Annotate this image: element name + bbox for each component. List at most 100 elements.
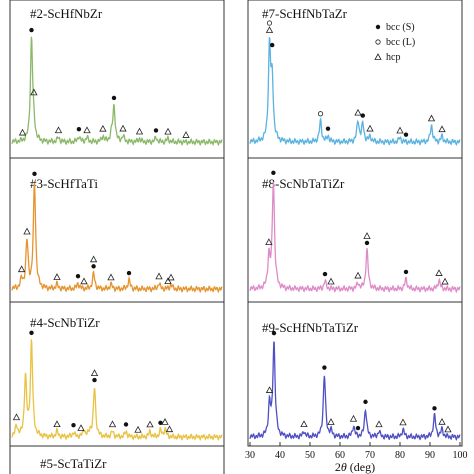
panel-frame (9, 445, 225, 474)
hcp-marker (161, 418, 169, 425)
panel-5: #8-ScNbTaTiZr (247, 157, 463, 303)
legend-entry: bcc (S) (375, 22, 415, 33)
panel-title: #2-ScHfNbZr (30, 6, 103, 21)
series-line (249, 341, 461, 441)
legend-label: bcc (L) (386, 37, 415, 48)
legend-hcp-symbol (374, 53, 382, 60)
bcc-s-marker (29, 330, 34, 336)
legend-entry: hcp (374, 52, 400, 63)
hcp-marker (327, 418, 335, 425)
bcc-s-marker (111, 95, 117, 101)
panel-frame (247, 301, 463, 447)
series-line (11, 339, 223, 442)
series-line (249, 37, 461, 146)
bcc-s-marker (153, 128, 159, 133)
hcp-marker (17, 265, 26, 273)
panel-1: #2-ScHfNbZr (9, 0, 225, 159)
hcp-marker (18, 128, 27, 136)
bcc-s-marker (355, 425, 361, 431)
bcc-s-marker (325, 126, 331, 131)
x-tick-label: 40 (275, 450, 285, 461)
bcc-s-marker (92, 377, 97, 383)
series-line (249, 181, 461, 294)
hcp-marker (399, 418, 407, 426)
hcp-marker (375, 420, 383, 428)
bcc-s-marker (360, 113, 365, 118)
hcp-marker (165, 425, 174, 433)
hcp-marker (77, 424, 85, 431)
panel-title: #7-ScHfNbTaZr (262, 6, 348, 21)
x-axis-label: 2θ (deg) (335, 460, 375, 474)
hcp-marker (435, 269, 443, 276)
hcp-marker (366, 124, 374, 132)
bcc-s-marker (403, 132, 409, 137)
legend: bcc (S) bcc (L) hcp (374, 22, 415, 63)
legend-label: bcc (S) (386, 22, 415, 33)
legend-bcc-l-symbol (375, 39, 381, 45)
bcc-s-marker (158, 420, 163, 426)
bcc-s-marker (75, 273, 81, 279)
hcp-marker (265, 386, 274, 393)
hcp-marker (89, 255, 98, 263)
hcp-marker (438, 417, 446, 425)
hcp-marker (396, 126, 404, 134)
hcp-marker (265, 238, 273, 246)
hcp-marker (53, 273, 61, 280)
bcc-s-marker (126, 270, 132, 276)
hcp-marker (441, 277, 449, 285)
hcp-marker (438, 125, 446, 133)
panel-4: #7-ScHfNbTaZr (247, 0, 463, 159)
x-tick-label: 100 (453, 450, 468, 461)
bcc-s-marker (322, 365, 327, 370)
x-tick-label: 60 (335, 450, 345, 461)
bcc-s-marker (32, 171, 37, 177)
bcc-s-marker (403, 269, 409, 275)
x-axis: 30 40 50 60 70 80 90 100 2θ (deg) (245, 442, 468, 474)
x-tick-label: 70 (365, 450, 375, 461)
series-line (11, 182, 223, 294)
legend-bcc-s-symbol (375, 24, 381, 30)
x-tick-label: 30 (245, 450, 255, 461)
panel-title: #3-ScHfTaTi (30, 176, 98, 191)
bcc-s-marker (271, 330, 277, 336)
panel-title: #5-ScTaTiZr (40, 456, 107, 471)
hcp-marker (99, 124, 107, 132)
x-tick-label: 90 (425, 450, 435, 461)
hcp-marker (363, 232, 371, 239)
hcp-marker (155, 272, 163, 280)
series-line (11, 36, 223, 147)
bcc-l-marker (317, 111, 324, 117)
bcc-s-marker (363, 399, 368, 405)
bcc-l-marker (266, 20, 273, 26)
bcc-s-marker (432, 406, 437, 411)
hcp-marker (444, 425, 452, 433)
hcp-marker (54, 126, 63, 134)
legend-entry: bcc (L) (375, 37, 415, 48)
bcc-s-marker (322, 271, 328, 277)
bcc-s-marker (270, 42, 275, 48)
x-tick-label: 80 (395, 450, 405, 461)
hcp-marker (164, 277, 172, 284)
hcp-marker (119, 124, 127, 132)
hcp-marker (80, 277, 88, 285)
bcc-s-marker (71, 422, 76, 428)
hcp-marker (53, 420, 61, 428)
hcp-marker (164, 127, 172, 135)
panel-3: #4-ScNbTiZr (9, 301, 225, 447)
hcp-marker (134, 425, 142, 433)
hcp-marker (12, 413, 21, 421)
bcc-s-marker (29, 27, 34, 33)
hcp-marker (427, 114, 436, 122)
hcp-marker (265, 26, 274, 33)
hcp-marker (327, 277, 335, 285)
hcp-marker (108, 420, 117, 428)
hcp-marker (23, 227, 31, 235)
hcp-marker (90, 369, 99, 376)
panel-2: #3-ScHfTaTi (9, 157, 225, 303)
panel-title: #9-ScHfNbTaTiZr (262, 320, 359, 335)
panel-title: #8-ScNbTaTiZr (262, 176, 345, 191)
panel-6: #9-ScHfNbTaTiZr (247, 301, 463, 447)
hcp-marker (354, 108, 362, 116)
x-tick-label: 50 (305, 450, 315, 461)
bcc-s-marker (91, 264, 96, 269)
